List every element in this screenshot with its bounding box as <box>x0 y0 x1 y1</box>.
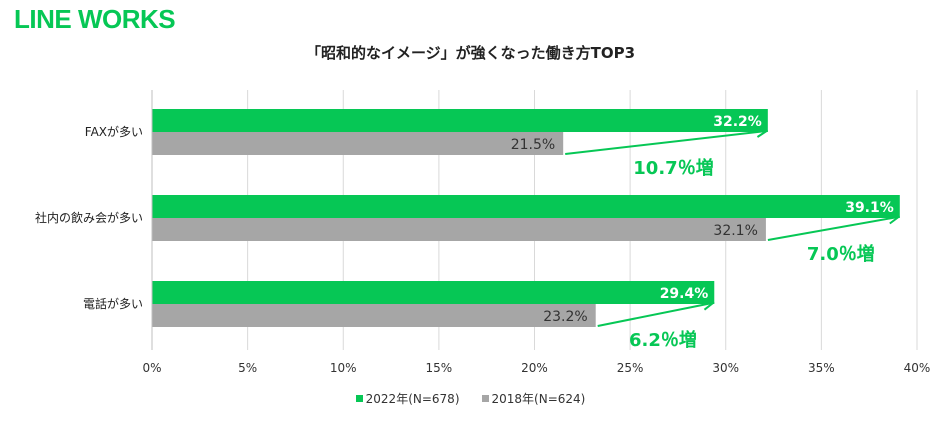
bar-label-2018: 32.1% <box>713 223 757 239</box>
bar-2022 <box>152 109 768 132</box>
increase-annotation: 6.2％増 <box>629 329 697 351</box>
category-label: 社内の飲み会が多い <box>35 210 143 225</box>
x-tick-label: 25% <box>617 361 644 375</box>
bar-label-2018: 21.5% <box>511 137 555 153</box>
bar-2022 <box>152 281 715 304</box>
bar-label-2022: 32.2% <box>713 114 762 130</box>
increase-arrow <box>565 131 766 155</box>
legend-swatch-2022 <box>355 395 363 402</box>
chart-title: 「昭和的なイメージ」が強くなった働き方TOP3 <box>305 44 636 62</box>
bar-2022 <box>152 195 900 218</box>
x-tick-label: 0% <box>142 361 161 375</box>
x-tick-label: 10% <box>330 361 357 375</box>
bar-label-2022: 29.4% <box>660 286 709 302</box>
category-label: FAXが多い <box>85 124 143 139</box>
legend-label-2022: 2022年(N=678) <box>365 392 460 406</box>
bar-2018 <box>152 304 596 327</box>
increase-annotation: 7.0％増 <box>807 243 875 265</box>
brand-logo: LINE WORKS <box>14 4 176 34</box>
legend-swatch-2018 <box>481 395 489 402</box>
chart-legend: 2022年(N=678) 2018年(N=624) <box>0 390 941 407</box>
legend-label-2018: 2018年(N=624) <box>491 392 586 406</box>
x-tick-label: 30% <box>712 361 739 375</box>
x-tick-label: 15% <box>426 361 453 375</box>
category-label: 電話が多い <box>83 296 143 311</box>
increase-arrow <box>767 217 898 241</box>
bar-label-2022: 39.1% <box>845 200 894 216</box>
x-tick-label: 5% <box>238 361 257 375</box>
bar-label-2018: 23.2% <box>543 309 587 325</box>
legend-item-2018: 2018年(N=624) <box>481 390 586 407</box>
legend-item-2022: 2022年(N=678) <box>355 390 460 407</box>
x-tick-label: 35% <box>808 361 835 375</box>
bar-2018 <box>152 132 564 155</box>
increase-annotation: 10.7％増 <box>633 157 713 179</box>
bar-2018 <box>152 218 766 241</box>
x-tick-label: 20% <box>521 361 548 375</box>
x-tick-label: 40% <box>904 361 931 375</box>
increase-arrow <box>597 303 713 327</box>
